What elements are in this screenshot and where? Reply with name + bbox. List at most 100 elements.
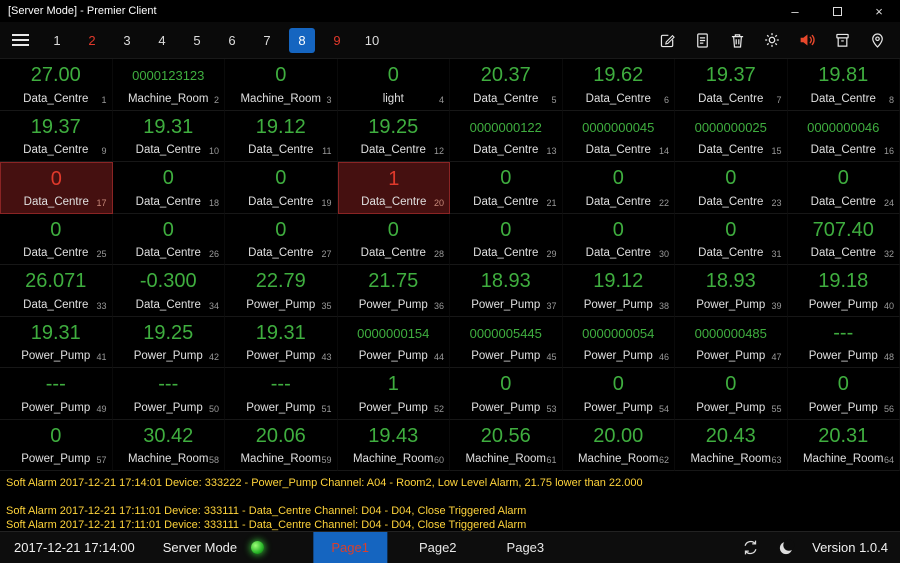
data-cell-12[interactable]: 19.25Data_Centre12 [338, 111, 451, 163]
data-cell-23[interactable]: 0Data_Centre23 [675, 162, 788, 214]
data-cell-50[interactable]: ---Power_Pump50 [113, 368, 226, 420]
data-cell-25[interactable]: 0Data_Centre25 [0, 214, 113, 266]
page-tab-9[interactable]: 9 [324, 28, 350, 53]
data-cell-17[interactable]: 0Data_Centre17 [0, 162, 113, 214]
data-cell-4[interactable]: 0light4 [338, 59, 451, 111]
data-cell-41[interactable]: 19.31Power_Pump41 [0, 317, 113, 369]
menu-icon[interactable] [12, 31, 29, 49]
data-cell-48[interactable]: ---Power_Pump48 [788, 317, 900, 369]
data-cell-15[interactable]: 0000000025Data_Centre15 [675, 111, 788, 163]
data-cell-64[interactable]: 20.31Machine_Room64 [788, 420, 900, 472]
data-cell-8[interactable]: 19.81Data_Centre8 [788, 59, 900, 111]
data-cell-27[interactable]: 0Data_Centre27 [225, 214, 338, 266]
bottom-tab-page3[interactable]: Page3 [489, 532, 563, 563]
data-cell-21[interactable]: 0Data_Centre21 [450, 162, 563, 214]
data-cell-36[interactable]: 21.75Power_Pump36 [338, 265, 451, 317]
cell-label: Data_Centre [675, 144, 787, 156]
data-cell-33[interactable]: 26.071Data_Centre33 [0, 265, 113, 317]
data-cell-34[interactable]: -0.300Data_Centre34 [113, 265, 226, 317]
data-cell-6[interactable]: 19.62Data_Centre6 [563, 59, 676, 111]
data-cell-26[interactable]: 0Data_Centre26 [113, 214, 226, 266]
data-cell-43[interactable]: 19.31Power_Pump43 [225, 317, 338, 369]
data-cell-60[interactable]: 19.43Machine_Room60 [338, 420, 451, 472]
data-cell-14[interactable]: 0000000045Data_Centre14 [563, 111, 676, 163]
page-tab-2[interactable]: 2 [79, 28, 105, 53]
data-cell-51[interactable]: ---Power_Pump51 [225, 368, 338, 420]
data-cell-9[interactable]: 19.37Data_Centre9 [0, 111, 113, 163]
data-cell-18[interactable]: 0Data_Centre18 [113, 162, 226, 214]
report-icon[interactable] [691, 29, 713, 51]
data-cell-19[interactable]: 0Data_Centre19 [225, 162, 338, 214]
data-cell-53[interactable]: 0Power_Pump53 [450, 368, 563, 420]
data-cell-7[interactable]: 19.37Data_Centre7 [675, 59, 788, 111]
data-cell-3[interactable]: 0Machine_Room3 [225, 59, 338, 111]
cell-label: Data_Centre [675, 247, 787, 259]
cell-value: 30.42 [113, 423, 225, 450]
page-tab-5[interactable]: 5 [184, 28, 210, 53]
data-cell-58[interactable]: 30.42Machine_Room58 [113, 420, 226, 472]
data-cell-45[interactable]: 0000005445Power_Pump45 [450, 317, 563, 369]
alarm-message[interactable]: Soft Alarm 2017-12-21 17:14:01 Device: 3… [6, 476, 894, 490]
page-tab-1[interactable]: 1 [44, 28, 70, 53]
maximize-button[interactable] [816, 0, 858, 22]
page-tab-8[interactable]: 8 [289, 28, 315, 53]
cell-label: Data_Centre [339, 196, 450, 208]
page-tab-7[interactable]: 7 [254, 28, 280, 53]
data-cell-31[interactable]: 0Data_Centre31 [675, 214, 788, 266]
data-cell-39[interactable]: 18.93Power_Pump39 [675, 265, 788, 317]
bottom-tab-page2[interactable]: Page2 [401, 532, 475, 563]
data-cell-20[interactable]: 1Data_Centre20 [338, 162, 451, 214]
bottom-tab-page1[interactable]: Page1 [313, 532, 387, 563]
data-cell-38[interactable]: 19.12Power_Pump38 [563, 265, 676, 317]
data-cell-1[interactable]: 27.00Data_Centre1 [0, 59, 113, 111]
data-cell-35[interactable]: 22.79Power_Pump35 [225, 265, 338, 317]
data-cell-59[interactable]: 20.06Machine_Room59 [225, 420, 338, 472]
data-cell-57[interactable]: 0Power_Pump57 [0, 420, 113, 472]
edit-icon[interactable] [656, 29, 678, 51]
page-tab-6[interactable]: 6 [219, 28, 245, 53]
data-cell-61[interactable]: 20.56Machine_Room61 [450, 420, 563, 472]
cell-value: 19.25 [113, 320, 225, 347]
cell-index: 10 [209, 146, 219, 156]
speaker-icon[interactable] [796, 29, 818, 51]
page-tab-3[interactable]: 3 [114, 28, 140, 53]
alarm-message[interactable]: Soft Alarm 2017-12-21 17:11:01 Device: 3… [6, 504, 894, 518]
data-cell-13[interactable]: 0000000122Data_Centre13 [450, 111, 563, 163]
data-cell-46[interactable]: 0000000054Power_Pump46 [563, 317, 676, 369]
location-icon[interactable] [866, 29, 888, 51]
data-cell-28[interactable]: 0Data_Centre28 [338, 214, 451, 266]
data-cell-42[interactable]: 19.25Power_Pump42 [113, 317, 226, 369]
data-cell-40[interactable]: 19.18Power_Pump40 [788, 265, 900, 317]
night-mode-icon[interactable] [776, 538, 796, 558]
data-cell-32[interactable]: 707.40Data_Centre32 [788, 214, 900, 266]
data-cell-54[interactable]: 0Power_Pump54 [563, 368, 676, 420]
data-cell-2[interactable]: 0000123123Machine_Room2 [113, 59, 226, 111]
data-cell-11[interactable]: 19.12Data_Centre11 [225, 111, 338, 163]
minimize-button[interactable]: – [774, 0, 816, 22]
data-cell-37[interactable]: 18.93Power_Pump37 [450, 265, 563, 317]
data-cell-47[interactable]: 0000000485Power_Pump47 [675, 317, 788, 369]
data-cell-52[interactable]: 1Power_Pump52 [338, 368, 451, 420]
page-tab-4[interactable]: 4 [149, 28, 175, 53]
data-cell-44[interactable]: 0000000154Power_Pump44 [338, 317, 451, 369]
archive-icon[interactable] [831, 29, 853, 51]
data-cell-63[interactable]: 20.43Machine_Room63 [675, 420, 788, 472]
data-cell-55[interactable]: 0Power_Pump55 [675, 368, 788, 420]
data-cell-49[interactable]: ---Power_Pump49 [0, 368, 113, 420]
data-cell-16[interactable]: 0000000046Data_Centre16 [788, 111, 900, 163]
data-cell-10[interactable]: 19.31Data_Centre10 [113, 111, 226, 163]
data-cell-24[interactable]: 0Data_Centre24 [788, 162, 900, 214]
sync-icon[interactable] [740, 538, 760, 558]
data-cell-5[interactable]: 20.37Data_Centre5 [450, 59, 563, 111]
cell-value: 707.40 [788, 217, 900, 244]
data-cell-56[interactable]: 0Power_Pump56 [788, 368, 900, 420]
close-button[interactable]: × [858, 0, 900, 22]
data-cell-29[interactable]: 0Data_Centre29 [450, 214, 563, 266]
trash-icon[interactable] [726, 29, 748, 51]
data-cell-30[interactable]: 0Data_Centre30 [563, 214, 676, 266]
settings-icon[interactable] [761, 29, 783, 51]
alarm-message[interactable]: Soft Alarm 2017-12-21 17:11:01 Device: 3… [6, 518, 894, 532]
data-cell-22[interactable]: 0Data_Centre22 [563, 162, 676, 214]
data-cell-62[interactable]: 20.00Machine_Room62 [563, 420, 676, 472]
page-tab-10[interactable]: 10 [359, 28, 385, 53]
